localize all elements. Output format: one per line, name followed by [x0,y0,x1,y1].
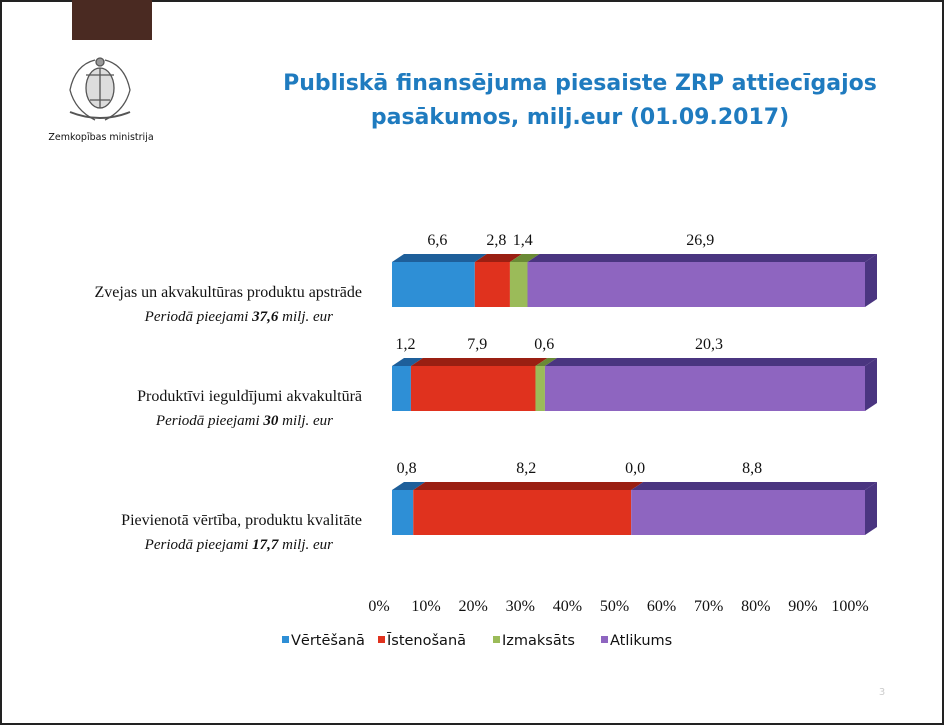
legend-label: Atlikums [610,633,672,649]
bar-top [413,482,644,490]
legend-swatch [493,636,500,643]
ministry-name: Zemkopības ministrija [48,132,153,143]
x-tick-label: 90% [788,598,817,615]
bar-segment [392,254,487,307]
available-unit: milj. eur [282,413,333,429]
bar-segment [410,358,548,411]
value-label: 26,9 [686,232,714,249]
chart: 0% 10% 20% 30% 40% 50% 60% 70% 80% 90% 100% Zvejas … [95,232,877,649]
bar-top [410,358,548,366]
legend-label: Vērtēšanā [291,633,365,649]
legend-label: Izmaksāts [502,633,575,649]
available-unit: milj. eur [282,537,333,553]
x-tick-label: 60% [647,598,676,615]
x-tick-label: 100% [831,598,868,615]
bar-side [865,254,877,307]
bar-side [865,358,877,411]
available-amount: 30 [262,413,279,429]
bar-side [865,482,877,535]
legend-swatch [601,636,608,643]
category-label: Pievienotā vērtība, produktu kvalitāte [121,512,362,529]
bar-front [509,262,528,307]
legend-swatch [282,636,289,643]
value-label: 1,2 [395,336,415,353]
bar-front [392,366,411,411]
bar-segment [631,482,877,535]
value-label: 8,2 [516,460,536,477]
bar-front [631,490,865,535]
available-prefix: Periodā pieejami [155,413,260,429]
legend-label: Īstenošanā [387,632,466,649]
bar-front [392,262,475,307]
category-subtitle: Periodā pieejami 17,7 milj. eur [144,537,333,553]
value-label: 0,8 [397,460,417,477]
value-label: 1,4 [513,232,533,249]
value-label: 20,3 [695,336,723,353]
x-tick-label: 80% [741,598,770,615]
bar-segment [544,358,877,411]
available-prefix: Periodā pieejami [144,309,249,325]
value-label: 6,6 [427,232,447,249]
bar-segment [413,482,644,535]
page-number: 3 [879,687,885,698]
value-label: 2,8 [486,232,506,249]
available-prefix: Periodā pieejami [144,537,249,553]
category-label: Produktīvi ieguldījumi akvakultūrā [137,388,362,405]
bar-segment [392,358,423,411]
x-tick-label: 50% [600,598,629,615]
bar-front [410,366,536,411]
bar-segment [527,254,877,307]
bar-top [631,482,877,490]
value-label: 0,0 [625,460,645,477]
category-subtitle: Periodā pieejami 30 milj. eur [155,413,333,429]
bar-top [527,254,877,262]
available-amount: 17,7 [252,537,279,553]
bar-front [392,490,414,535]
bar-top [474,254,522,262]
x-tick-label: 20% [459,598,488,615]
category-subtitle: Periodā pieejami 37,6 milj. eur [144,309,333,325]
bar-top [535,358,557,366]
bar-segment [474,254,522,307]
bar-front [544,366,865,411]
bar-segment [509,254,540,307]
bar-top [392,358,423,366]
available-amount: 37,6 [251,309,279,325]
bar-front [474,262,510,307]
value-label: 7,9 [467,336,487,353]
x-tick-label: 30% [506,598,535,615]
value-label: 8,8 [742,460,762,477]
bar-front [527,262,865,307]
bar-top [544,358,877,366]
legend-swatch [378,636,385,643]
bar-top [392,482,426,490]
x-tick-label: 70% [694,598,723,615]
value-label: 0,6 [534,336,554,353]
header-tab [72,0,152,40]
bar-front [413,490,632,535]
bar-segment [392,482,426,535]
bar-front [535,366,545,411]
bar-top [509,254,540,262]
bar-top [392,254,487,262]
logo [69,57,131,121]
available-unit: milj. eur [282,309,333,325]
category-label: Zvejas un akvakultūras produktu apstrāde [95,284,362,301]
x-tick-label: 0% [368,598,389,615]
x-tick-label: 40% [553,598,582,615]
chart-title: Publiskā finansējuma piesaiste ZRP attie… [283,71,877,96]
bar-segment [535,358,557,411]
chart-title: pasākumos, milj.eur (01.09.2017) [371,105,789,130]
x-tick-label: 10% [411,598,440,615]
